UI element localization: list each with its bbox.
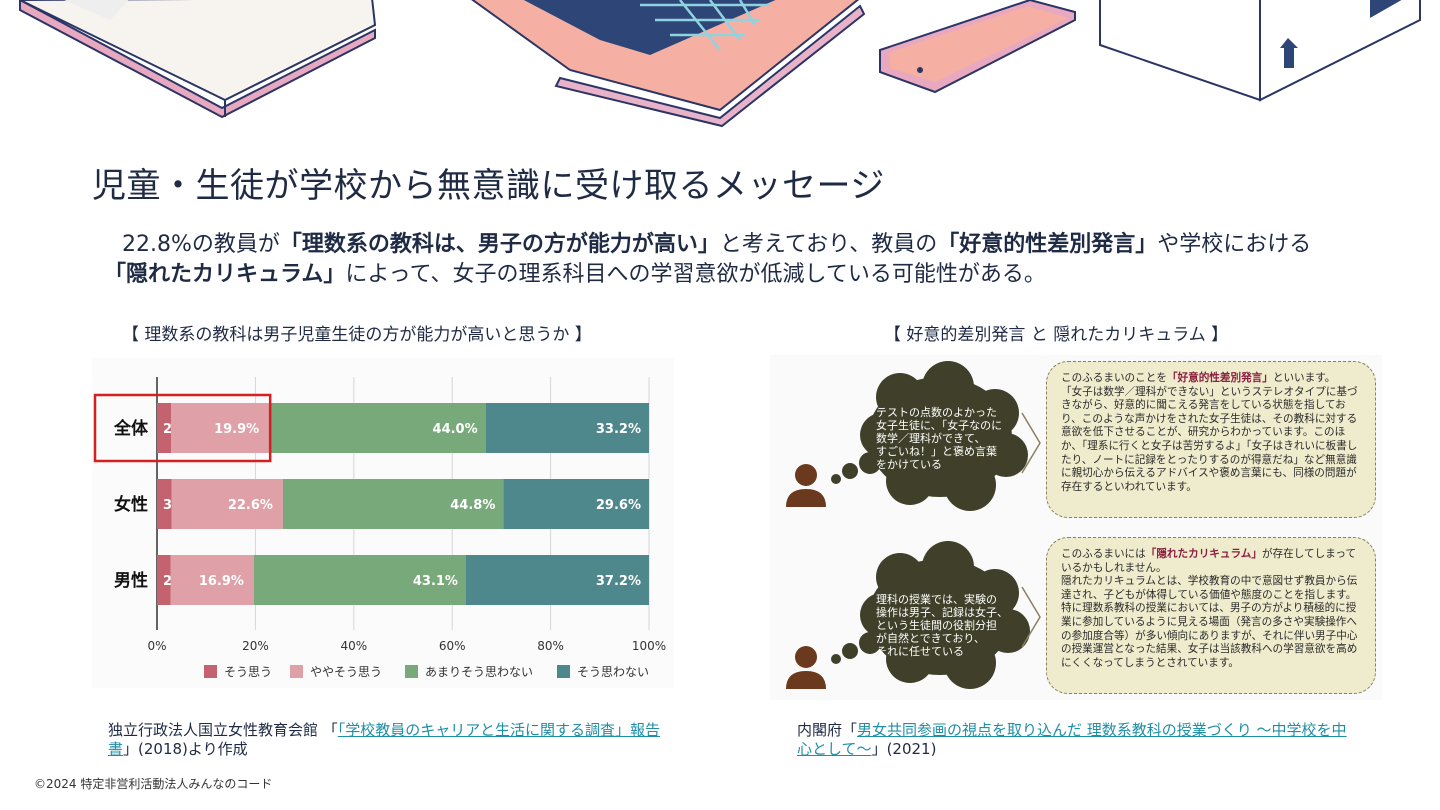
cloud-bottom-line-1: 理科の授業では、実験の [876, 593, 997, 606]
box2-intro-end: が存在してしまっているかもしれません。 [1061, 548, 1357, 574]
box2-term: 「隠れたカリキュラム」 [1145, 548, 1262, 560]
book-illustration [19, 0, 377, 119]
legend-item-2: ややそう思う [290, 663, 382, 680]
examples-heading: 【 好意的差別発言 と 隠れたカリキュラム 】 [884, 325, 1229, 345]
lead-text-3: や学校における [1157, 232, 1312, 257]
person-icon-top [786, 464, 826, 507]
legend-label-1: そう思う [224, 665, 273, 679]
cloud-bottom-line-2: 操作は男子、記録は女子、 [876, 606, 1008, 619]
box1-intro-end: といいます。 [1272, 372, 1336, 384]
legend-item-1: そう思う [204, 663, 272, 680]
chart-panel [92, 358, 674, 688]
legend-swatch-4 [557, 665, 570, 678]
cloud-top-line-5: をかけている [876, 458, 942, 471]
source-right-prefix: 内閣府「 [797, 721, 858, 739]
cloud-bottom-line-5: それに任せている [876, 645, 964, 658]
source-left-suffix: 」(2018)より作成 [123, 740, 248, 758]
cloud-top-line-2: 女子生徒に、「女子なのに [876, 419, 1003, 432]
legend-item-4: そう思わない [557, 663, 649, 680]
phone-illustration [879, 0, 1076, 94]
legend-label-2: ややそう思う [310, 665, 383, 679]
legend-swatch-2 [290, 665, 303, 678]
cloud-bottom-line-4: が自然とできており、 [876, 632, 985, 645]
page-title: 児童・生徒が学校から無意識に受け取るメッセージ [92, 166, 885, 206]
legend-swatch-1 [204, 665, 217, 678]
chart-heading: 【 理数系の教科は男子児童生徒の方が能力が高いと思うか 】 [122, 325, 592, 345]
thought-cloud-bottom [831, 541, 1030, 689]
source-right-suffix: 」(2021) [871, 740, 937, 758]
source-left-prefix: 独立行政法人国立女性教育会館 「 [108, 721, 338, 739]
cloud-top-line-3: 数学／理科ができて、 [876, 432, 986, 445]
legend-label-3: あまりそう思わない [425, 665, 534, 679]
cloud-bottom-line-3: という生徒間の役割分担 [876, 619, 997, 632]
box2-body: 隠れたカリキュラムとは、学校教育の中で意図せず教員から伝達され、子どもが体得して… [1061, 575, 1358, 669]
legend-label-4: そう思わない [577, 665, 650, 679]
header-illustration [19, 0, 1421, 128]
box1-term: 「好意的性差別発言」 [1166, 372, 1273, 384]
box-illustration [1099, 0, 1421, 102]
examples-illustration [786, 361, 1041, 689]
source-right-link[interactable]: 男女共同参画の視点を取り込んだ 理数系教科の授業づくり ～中学校を中心として～ [797, 721, 1347, 758]
lead-text-2: と考えており、教員の [719, 232, 938, 257]
box2-intro: このふるまいには [1061, 548, 1146, 560]
legend-item-3: あまりそう思わない [405, 663, 533, 680]
lead-text-4: によって、女子の理系科目への学習意欲が低減している可能性がある。 [345, 262, 1046, 287]
source-left-link[interactable]: 「学校教員のキャリアと生活に関する調査」報告書 [108, 721, 660, 758]
box1-body: 「女子は数学／理科ができない」というステレオタイプに基づきながら、好意的に聞こえ… [1061, 385, 1358, 493]
lead-bold-2: 「好意的性差別発言」 [937, 232, 1158, 257]
cloud-top-line-4: すごいね！」と褒め言葉 [876, 445, 997, 458]
source-right: 内閣府「男女共同参画の視点を取り込んだ 理数系教科の授業づくり ～中学校を中心と… [797, 721, 1357, 759]
note-box-hidden-curriculum: このふるまいには「隠れたカリキュラム」が存在してしまっているかもしれません。 隠… [1046, 537, 1376, 694]
lead-paragraph: 22.8%の教員が「理数系の教科は、男子の方が能力が高い」と考えており、教員の「… [104, 230, 1394, 290]
lead-text-1: 22.8%の教員が [122, 232, 280, 257]
source-left: 独立行政法人国立女性教育会館 「「学校教員のキャリアと生活に関する調査」報告書」… [108, 721, 668, 759]
copyright: ©2024 特定非営利活動法人みんなのコード [34, 777, 273, 791]
cloud-top-line-1: テストの点数のよかった [876, 406, 997, 419]
box1-intro: このふるまいのことを [1061, 372, 1167, 384]
laptop-illustration [471, 0, 866, 128]
person-icon-bottom [786, 646, 826, 689]
lead-bold-3: 「隠れたカリキュラム」 [104, 262, 346, 287]
cloud-text-bottom: 理科の授業では、実験の 操作は男子、記録は女子、 という生徒間の役割分担 が自然… [876, 593, 1008, 658]
thought-cloud-top [831, 361, 1028, 511]
note-box-benevolent-sexism: このふるまいのことを「好意的性差別発言」といいます。 「女子は数学／理科ができな… [1046, 361, 1376, 518]
cloud-text-top: テストの点数のよかった 女子生徒に、「女子なのに 数学／理科ができて、 すごいね… [876, 406, 1002, 471]
lead-bold-1: 「理数系の教科は、男子の方が能力が高い」 [279, 232, 720, 257]
legend-swatch-3 [405, 665, 418, 678]
